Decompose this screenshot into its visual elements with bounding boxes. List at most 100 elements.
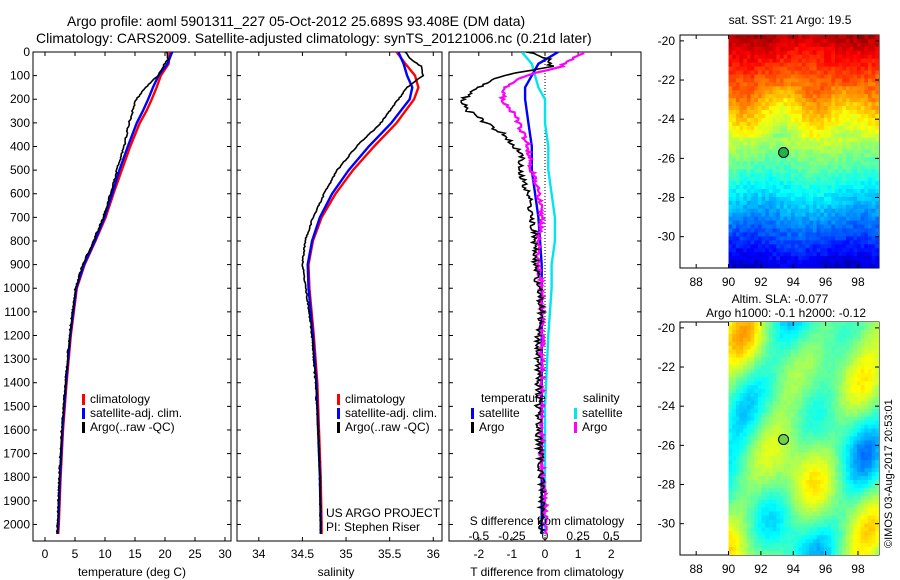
map-cell: [743, 121, 748, 127]
map-cell: [816, 511, 821, 517]
map-cell: [739, 523, 744, 528]
map-cell: [768, 428, 774, 434]
map-cell: [853, 137, 858, 143]
map-cell: [827, 177, 832, 182]
map-cell: [787, 35, 792, 40]
map-cell: [765, 196, 770, 202]
map-cell: [820, 216, 825, 222]
map-cell: [743, 333, 748, 339]
map-cell: [783, 38, 788, 44]
map-cell: [783, 507, 788, 513]
map-cell: [849, 448, 854, 453]
map-cell: [805, 381, 810, 386]
map-cell: [776, 58, 781, 64]
map-cell: [772, 192, 777, 198]
map-cell: [765, 224, 770, 230]
map-cell: [820, 345, 825, 351]
map-cell: [845, 412, 851, 418]
map-cell: [856, 377, 862, 382]
map-cell: [761, 539, 766, 544]
map-cell: [849, 244, 854, 249]
map-cell: [816, 42, 821, 48]
map-cell: [779, 38, 785, 44]
map-cell: [768, 444, 774, 449]
map-cell: [768, 192, 774, 198]
map-cell: [787, 491, 792, 497]
map-cell: [790, 432, 796, 438]
map-cell: [779, 400, 785, 406]
map-cell: [805, 224, 810, 230]
map-cell: [732, 42, 737, 48]
map-cell: [856, 523, 862, 528]
map-cell: [849, 185, 854, 190]
map-cell: [746, 149, 752, 155]
map-cell: [864, 58, 869, 64]
map-cell: [831, 66, 836, 72]
map-cell: [790, 157, 796, 162]
lat-tick-label: -22: [658, 73, 676, 87]
map-cell: [827, 35, 832, 40]
map-cell: [809, 499, 814, 505]
map-cell: [732, 404, 737, 410]
map-cell: [732, 125, 737, 131]
map-cell: [768, 381, 774, 386]
map-cell: [750, 58, 755, 64]
map-cell: [754, 515, 759, 521]
map-cell: [823, 369, 829, 374]
map-cell: [827, 357, 832, 363]
map-cell: [875, 264, 879, 268]
map-cell: [875, 535, 879, 540]
map-cell: [750, 337, 755, 343]
map-cell: [867, 149, 873, 155]
map-cell: [853, 527, 858, 532]
map-cell: [768, 523, 774, 528]
map-cell: [812, 78, 818, 83]
map-cell: [790, 117, 796, 123]
map-cell: [812, 539, 818, 544]
map-cell: [732, 448, 737, 453]
map-cell: [728, 62, 733, 68]
map-cell: [732, 256, 737, 261]
map-cell: [823, 161, 829, 166]
map-cell: [728, 349, 733, 355]
map-cell: [735, 236, 741, 241]
map-cell: [845, 149, 851, 155]
map-cell: [761, 204, 766, 210]
map-cell: [754, 216, 759, 222]
map-cell: [728, 185, 733, 190]
map-cell: [853, 444, 858, 449]
map-cell: [838, 523, 843, 528]
map-cell: [845, 35, 851, 40]
map-cell: [732, 129, 737, 135]
map-cell: [875, 404, 879, 410]
map-cell: [809, 220, 814, 226]
map-cell: [816, 216, 821, 222]
map-cell: [831, 464, 836, 469]
map-cell: [867, 487, 873, 493]
map-cell: [834, 248, 840, 253]
map-cell: [867, 472, 873, 477]
map-cell: [838, 102, 843, 107]
map-cell: [739, 408, 744, 414]
map-cell: [746, 137, 752, 143]
map-cell: [801, 476, 807, 481]
map-cell: [871, 181, 876, 186]
map-cell: [867, 165, 873, 170]
map-cell: [732, 137, 737, 143]
map-cell: [757, 499, 763, 505]
map-cell: [812, 452, 818, 457]
map-cell: [765, 361, 770, 367]
map-cell: [743, 74, 748, 80]
map-cell: [794, 86, 799, 91]
map-cell: [794, 389, 799, 394]
map-cell: [783, 519, 788, 525]
map-cell: [754, 177, 759, 182]
map-cell: [860, 78, 865, 83]
map-cell: [779, 208, 785, 214]
map-cell: [871, 38, 876, 44]
map-cell: [757, 169, 763, 174]
map-cell: [732, 121, 737, 127]
map-cell: [768, 495, 774, 501]
map-cell: [860, 499, 865, 505]
map-cell: [735, 58, 741, 64]
